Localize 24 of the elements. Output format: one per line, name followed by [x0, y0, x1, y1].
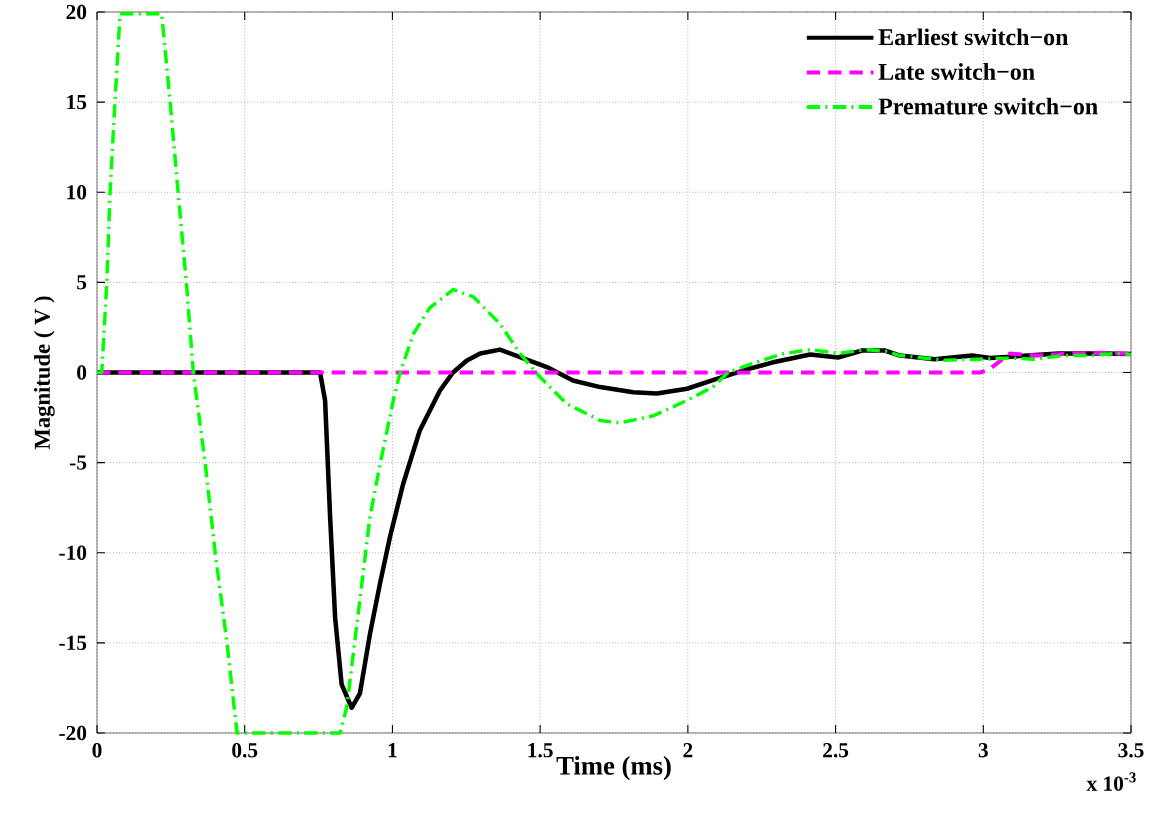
- x-tick-label: 2: [683, 743, 693, 758]
- y-tick-label: 0: [77, 365, 87, 380]
- x-tick-label: 2.5: [823, 743, 849, 758]
- y-tick-label: 20: [66, 4, 87, 20]
- x-tick-label: 0.5: [232, 743, 258, 758]
- x-axis-title: Time (ms): [556, 756, 671, 781]
- text: x 10$^{-3}$: [1086, 772, 1136, 791]
- y-tick-label: 10: [67, 185, 87, 200]
- y-tick-label: 5: [77, 275, 87, 290]
- legend-label: Late switch−on: [878, 63, 1035, 80]
- y-tick-label: -20: [59, 725, 87, 741]
- y-tick-label: -10: [59, 545, 87, 560]
- x-tick-label: 3.5: [1118, 743, 1144, 758]
- legend-label: Premature switch−on: [878, 97, 1098, 115]
- x-tick-label: 0: [92, 743, 102, 758]
- y-tick-label: 15: [67, 94, 87, 110]
- legend-label: Earliest switch−on: [878, 28, 1069, 46]
- y-axis-title: Magnitude ( V ): [33, 296, 55, 450]
- x-tick-label: 3: [978, 743, 988, 758]
- y-tick-label: -15: [59, 635, 87, 651]
- x-tick-label: 1.5: [528, 743, 553, 758]
- line-series: [95, 12, 1133, 735]
- x-tick-label: 1: [388, 743, 397, 758]
- y-tick-label: -5: [69, 455, 87, 470]
